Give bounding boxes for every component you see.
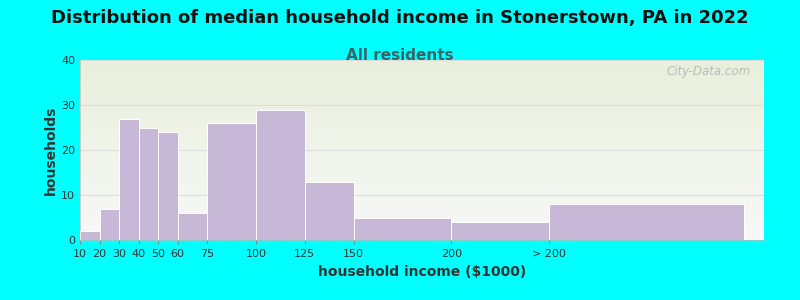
Bar — [549, 204, 745, 240]
Bar — [354, 218, 451, 240]
Bar — [99, 208, 119, 240]
Text: Distribution of median household income in Stonerstown, PA in 2022: Distribution of median household income … — [51, 9, 749, 27]
Bar — [178, 213, 207, 240]
Bar — [207, 123, 256, 240]
Bar — [80, 231, 99, 240]
Text: City-Data.com: City-Data.com — [666, 65, 750, 78]
Y-axis label: households: households — [44, 105, 58, 195]
Bar — [119, 118, 138, 240]
Text: All residents: All residents — [346, 48, 454, 63]
Bar — [158, 132, 178, 240]
Bar — [256, 110, 305, 240]
X-axis label: household income ($1000): household income ($1000) — [318, 265, 526, 279]
Bar — [138, 128, 158, 240]
Bar — [305, 182, 354, 240]
Bar — [451, 222, 549, 240]
